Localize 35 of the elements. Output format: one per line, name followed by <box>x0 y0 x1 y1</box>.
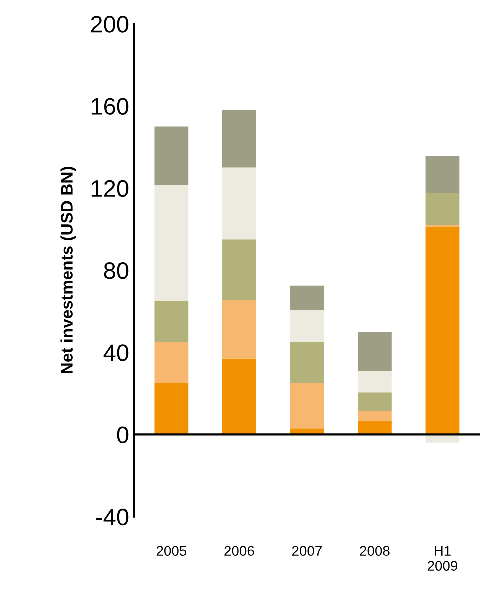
bar <box>154 301 189 342</box>
bar <box>154 342 189 384</box>
bar <box>222 300 256 359</box>
bar <box>358 332 392 372</box>
bar <box>154 126 189 186</box>
bar <box>358 392 392 412</box>
bar <box>358 421 392 435</box>
bar <box>426 193 460 226</box>
bar <box>222 168 256 240</box>
bar <box>222 110 256 168</box>
x-tick-label: 2005 <box>156 546 187 556</box>
bar <box>154 185 189 302</box>
bar <box>358 411 392 422</box>
bar <box>290 286 324 310</box>
bar <box>290 310 324 342</box>
bar <box>290 342 324 384</box>
bar <box>154 383 189 435</box>
y-tick-label: 120 <box>92 180 129 198</box>
bar <box>222 240 256 300</box>
y-tick-label: 40 <box>104 344 129 362</box>
bar <box>426 227 460 435</box>
bar <box>290 383 324 429</box>
x-tick-label: 2007 <box>292 546 322 556</box>
y-tick-label: 160 <box>92 98 129 115</box>
x-tick-label: 2006 <box>224 546 254 556</box>
x-tick-label: 2008 <box>360 546 390 556</box>
y-axis-title: Net investments (USD BN) <box>60 167 76 374</box>
bar <box>426 156 460 194</box>
y-tick-label: 80 <box>104 262 129 280</box>
y-tick-label: 0 <box>117 426 129 444</box>
x-tick-label: H1 2009 <box>428 546 458 571</box>
y-tick-label: 200 <box>91 16 129 33</box>
bar <box>222 358 256 435</box>
y-tick-label: -40 <box>96 508 129 526</box>
bar <box>358 371 392 393</box>
